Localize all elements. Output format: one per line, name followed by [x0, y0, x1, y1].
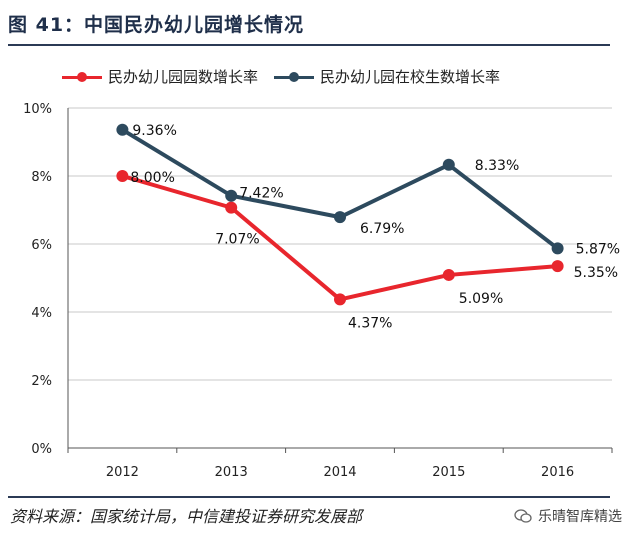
- x-tick-label: 2016: [541, 465, 574, 480]
- data-point-series-2: [551, 242, 564, 255]
- x-tick-label: 2015: [432, 465, 465, 480]
- figure-title: 图 41：中国民办幼儿园增长情况: [8, 14, 305, 36]
- series-line-1: [121, 174, 558, 302]
- y-tick-label: 10%: [23, 102, 52, 117]
- data-point-series-2: [442, 158, 455, 171]
- data-point-series-1: [442, 268, 455, 281]
- y-tick-label: 8%: [31, 170, 52, 185]
- data-label-series-2: 7.42%: [239, 186, 283, 202]
- watermark: 乐晴智库精选: [514, 506, 622, 526]
- x-tick-label: 2012: [106, 465, 139, 480]
- legend-label-series-2: 民办幼儿园在校生数增长率: [320, 68, 501, 86]
- footer-divider: [8, 496, 610, 498]
- data-label-series-2: 5.87%: [576, 241, 620, 257]
- source-note: 资料来源：国家统计局，中信建投证券研究发展部: [10, 507, 363, 526]
- wechat-icon: [514, 509, 532, 523]
- data-label-series-1: 8.00%: [130, 170, 174, 186]
- title-divider: [8, 44, 610, 46]
- legend-swatch-series-1: [62, 71, 102, 83]
- data-point-series-2: [116, 123, 129, 136]
- legend-item-series-2: 民办幼儿园在校生数增长率: [274, 66, 500, 87]
- data-point-series-1: [116, 170, 129, 182]
- data-label-series-1: 5.09%: [459, 291, 503, 307]
- line-chart: 0% 2% 4% 6% 8% 10% 2012 2013 2014 2015 2016 8.00% 7.…: [23, 102, 620, 480]
- data-label-series-1: 5.35%: [574, 265, 618, 281]
- data-label-series-1: 4.37%: [348, 315, 392, 331]
- x-tick-label: 2013: [215, 465, 248, 480]
- y-tick-label: 6%: [31, 238, 52, 253]
- data-label-series-1: 7.07%: [215, 232, 259, 248]
- legend-label-series-1: 民办幼儿园园数增长率: [108, 68, 259, 86]
- chart-legend: 民办幼儿园园数增长率 民办幼儿园在校生数增长率: [62, 66, 516, 87]
- data-point-series-1: [225, 201, 238, 214]
- data-point-series-2: [225, 189, 238, 202]
- y-tick-label: 2%: [31, 374, 52, 389]
- legend-swatch-series-2: [274, 71, 315, 83]
- data-point-series-1: [334, 293, 346, 306]
- data-label-series-2: 9.36%: [132, 123, 176, 139]
- series-line-2: [121, 128, 559, 251]
- data-point-series-1: [551, 260, 564, 273]
- x-tick-label: 2014: [323, 465, 356, 480]
- data-point-series-2: [334, 211, 346, 224]
- y-tick-label: 0%: [31, 442, 52, 457]
- legend-item-series-1: 民办幼儿园园数增长率: [62, 66, 258, 87]
- data-label-series-2: 6.79%: [360, 221, 404, 237]
- y-tick-label: 4%: [31, 306, 52, 321]
- data-label-series-2: 8.33%: [475, 158, 519, 174]
- watermark-text: 乐晴智库精选: [538, 509, 622, 525]
